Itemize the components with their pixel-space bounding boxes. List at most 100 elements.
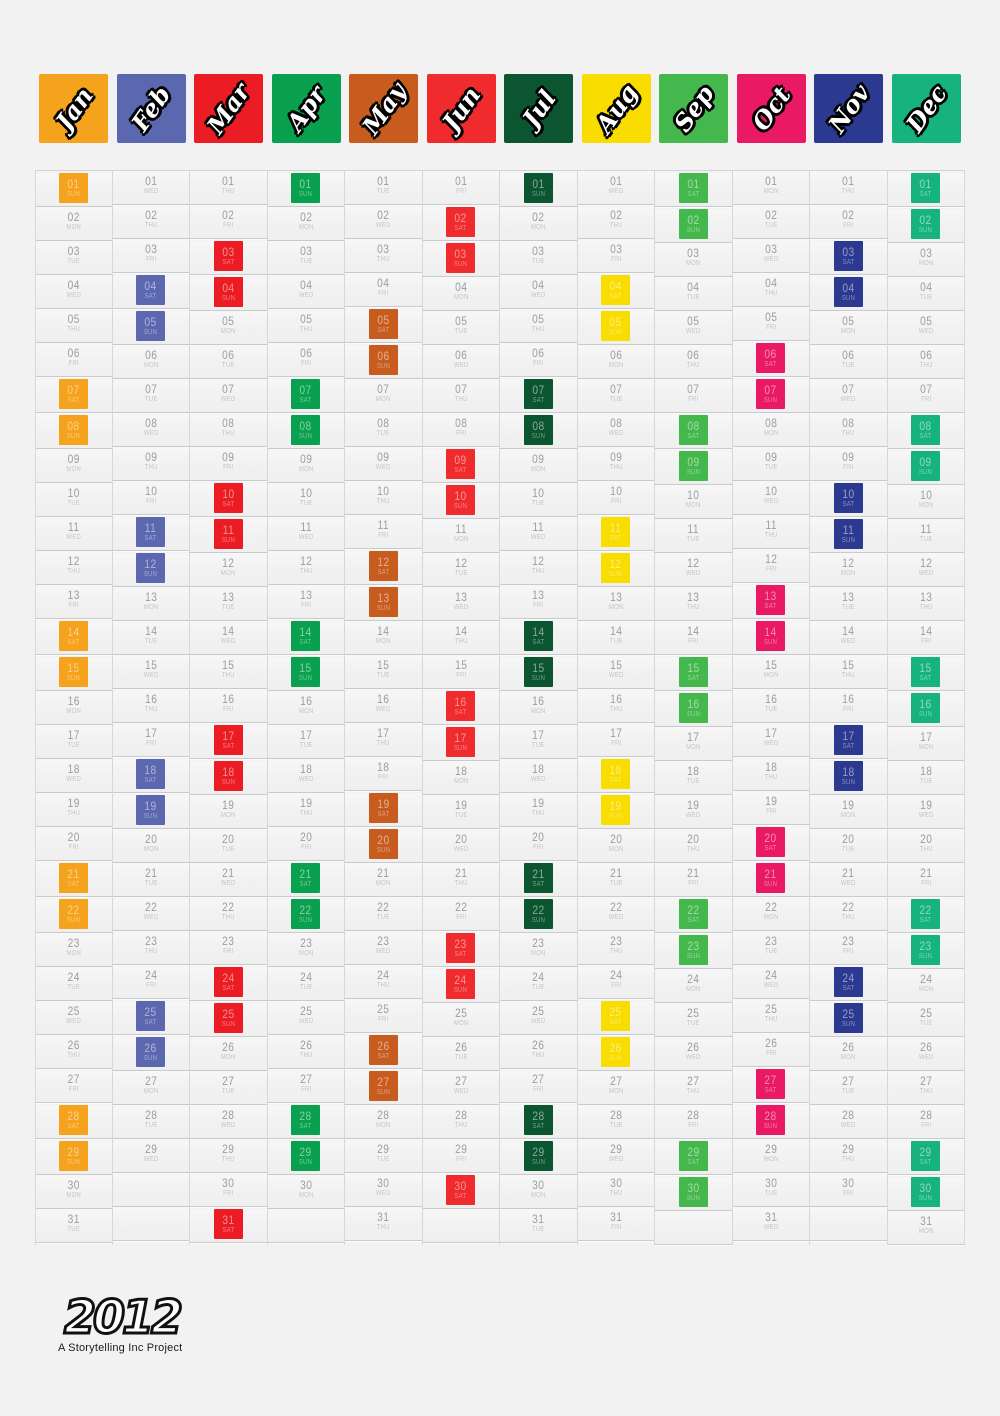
day-number: 22 [299, 902, 312, 917]
weekday-label: FRI [223, 464, 234, 471]
day-cell-mar-23: 23 FRI [190, 931, 267, 965]
day-number: 19 [299, 796, 312, 810]
day-cell-nov-09: 09 FRI [810, 447, 887, 481]
weekday-label: THU [299, 326, 313, 333]
weekend-highlight-square: 22 SUN [59, 899, 89, 929]
weekday-label: WED [763, 256, 779, 263]
weekend-highlight-square: 10 SAT [833, 483, 863, 513]
day-cell-mar-24: 24 SAT [190, 967, 267, 1001]
weekday-label: THU [686, 846, 700, 853]
weekday-label: THU [609, 464, 623, 471]
weekday-label: TUE [144, 638, 158, 645]
day-number: 18 [764, 760, 777, 774]
day-number: 12 [377, 554, 390, 569]
day-number: 21 [842, 866, 855, 880]
weekday-label: SAT [919, 916, 932, 924]
weekday-label: FRI [68, 602, 79, 609]
weekday-label: TUE [609, 880, 623, 887]
weekday-label: THU [919, 1088, 933, 1095]
weekend-highlight-square: 04 SAT [136, 275, 166, 305]
day-number: 25 [609, 1004, 622, 1019]
weekday-label: TUE [531, 742, 545, 749]
weekday-label: SAT [609, 292, 622, 300]
day-cell-content: 22 THU [190, 897, 267, 922]
weekday-label: FRI [223, 222, 234, 229]
day-number: 14 [764, 624, 777, 639]
day-number: 22 [687, 902, 700, 917]
day-number: 15 [609, 658, 622, 672]
day-cell-content: 30 MON [268, 1175, 345, 1200]
weekday-label: THU [144, 948, 158, 955]
weekday-label: SUN [841, 778, 855, 786]
weekday-label: FRI [920, 396, 931, 403]
day-cell-content: 10 FRI [113, 481, 190, 506]
day-cell-content: 07 MON [345, 379, 422, 404]
weekend-highlight-square: 18 SUN [213, 761, 243, 791]
day-cell-dec-08: 08 SAT [887, 415, 964, 449]
weekday-label: FRI [378, 1016, 389, 1023]
day-cell-oct-27: 27 SAT [732, 1069, 809, 1103]
day-cell-content: 17 TUE [36, 725, 112, 750]
day-number: 20 [764, 830, 777, 845]
weekday-label: TUE [221, 846, 235, 853]
day-cell-jul-03: 03 TUE [500, 241, 577, 275]
day-number: 14 [454, 624, 467, 638]
weekday-label: SUN [299, 1158, 313, 1166]
day-cell-jan-31: 31 TUE [36, 1209, 112, 1243]
day-cell-dec-06: 06 THU [887, 345, 964, 379]
day-cell-content: 13 MON [578, 587, 655, 612]
weekday-label: SAT [687, 432, 700, 440]
day-number: 15 [299, 660, 312, 675]
day-cell-apr-01: 01 SUN [267, 173, 344, 207]
day-number: 16 [67, 694, 80, 708]
weekday-label: TUE [299, 984, 313, 991]
day-cell-sep-15: 15 SAT [655, 657, 732, 691]
day-number: 06 [299, 346, 312, 360]
weekday-label: FRI [688, 880, 699, 887]
day-cell-jan-24: 24 TUE [36, 967, 112, 1001]
weekday-label: TUE [144, 1122, 158, 1129]
day-cell-content: 26 WED [888, 1037, 965, 1062]
weekday-label: FRI [378, 532, 389, 539]
day-number: 21 [687, 866, 700, 880]
weekday-label: TUE [919, 778, 933, 785]
day-cell-jun-25: 25 MON [422, 1003, 499, 1037]
day-number: 23 [222, 934, 235, 948]
day-cell-aug-20: 20 MON [577, 829, 654, 863]
day-cell-aug-19: 19 SUN [577, 795, 654, 829]
day-number: 01 [144, 174, 157, 188]
day-number: 05 [687, 314, 700, 328]
day-number: 07 [222, 382, 235, 396]
day-cell-content: 28 FRI [888, 1105, 965, 1130]
day-number: 10 [842, 486, 855, 501]
weekday-label: SUN [531, 1158, 545, 1166]
weekday-label: THU [221, 914, 235, 921]
day-cell-jul-09: 09 MON [500, 449, 577, 483]
day-number: 13 [609, 590, 622, 604]
day-cell-feb-21: 21 TUE [112, 863, 189, 897]
day-number: 27 [299, 1072, 312, 1086]
day-cell-sep-07: 07 FRI [655, 379, 732, 413]
day-number: 28 [144, 1108, 157, 1122]
day-cell-content: 11 THU [733, 515, 810, 540]
day-cell-feb-20: 20 MON [112, 829, 189, 863]
month-column-jan: 01 SUN 02 MON 03 TUE 04 WED 05 THU 06 FRI 07 SAT 08 SUN… [35, 171, 113, 1245]
weekday-label: THU [67, 1052, 81, 1059]
weekday-label: TUE [454, 1054, 468, 1061]
day-number: 18 [144, 762, 157, 777]
day-number: 17 [222, 728, 235, 743]
day-number: 25 [532, 1004, 545, 1018]
day-cell-feb-26: 26 SUN [112, 1037, 189, 1071]
weekday-label: SUN [67, 432, 81, 440]
day-number: 21 [454, 866, 467, 880]
day-cell-oct-11: 11 THU [732, 515, 810, 549]
weekday-label: SAT [222, 1226, 235, 1234]
day-number: 20 [609, 832, 622, 846]
day-cell-content: 24 THU [345, 965, 422, 990]
day-cell-content: 29 WED [578, 1139, 655, 1164]
day-number: 09 [144, 450, 157, 464]
day-number: 23 [764, 934, 777, 948]
weekday-label: TUE [67, 500, 81, 507]
weekday-label: SUN [454, 744, 468, 752]
day-cell-content: 26 MON [190, 1037, 267, 1062]
